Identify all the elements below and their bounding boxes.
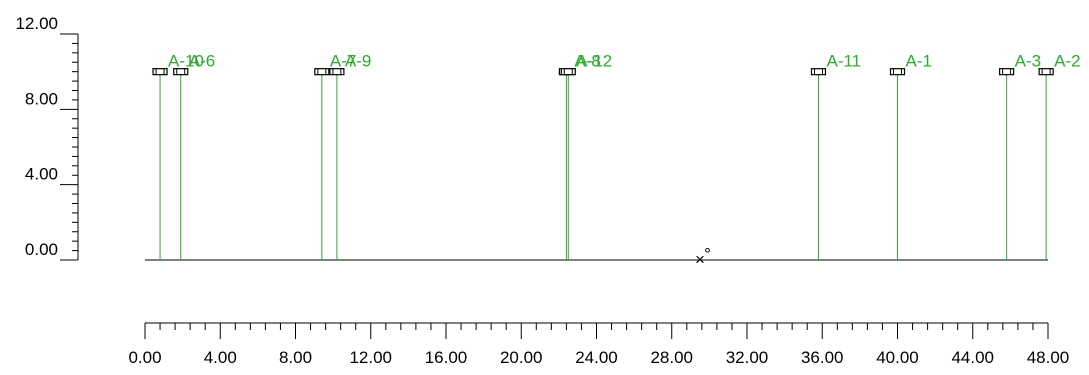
pole-label: A-6	[189, 52, 215, 71]
x-tick-label: 24.00	[575, 348, 618, 367]
x-tick-label: 16.00	[425, 348, 468, 367]
pole: A-11	[810, 52, 861, 260]
poles: A-10A-6 A-7A-9 A-8A-12 A-11 A-1 A-3 A-2	[152, 52, 1081, 260]
marker-symbol: ×	[695, 250, 705, 269]
pole-label: A-9	[345, 52, 371, 71]
pole-label: A-3	[1015, 52, 1041, 71]
x-tick-label: 32.00	[726, 348, 769, 367]
y-tick-label: 12.00	[15, 14, 58, 33]
crossarm-symbol	[889, 68, 906, 76]
pole-label: A-10	[168, 52, 204, 71]
y-tick-label: 0.00	[25, 240, 58, 259]
pole: A-3	[999, 52, 1041, 260]
markers: × °	[695, 244, 711, 269]
x-tick-label: 4.00	[204, 348, 237, 367]
x-tick-label: 12.00	[349, 348, 392, 367]
y-tick-label: 4.00	[25, 165, 58, 184]
x-tick-label: 0.00	[128, 348, 161, 367]
pole-label: A-1	[906, 52, 932, 71]
crossarm-symbol	[329, 68, 345, 76]
pole: A-8	[558, 52, 601, 260]
marker-symbol: °	[704, 244, 711, 263]
x-tick-label: 40.00	[876, 348, 919, 367]
pole: A-7	[314, 52, 356, 260]
x-tick-label: 20.00	[500, 348, 543, 367]
pole: A-10	[152, 52, 204, 260]
pole: A-1	[889, 52, 932, 260]
x-tick-label: 36.00	[801, 348, 844, 367]
pole-label: A-11	[826, 52, 861, 71]
x-tick-label: 28.00	[650, 348, 693, 367]
crossarm-symbol	[560, 68, 576, 76]
pole: A-6	[173, 52, 215, 260]
y-tick-label: 8.00	[25, 89, 58, 108]
pole-label: A-8	[574, 52, 600, 71]
pole-label: A-12	[576, 52, 612, 71]
x-tick-label: 44.00	[951, 348, 994, 367]
x-axis: 0.00 4.00 8.00 12.00 16.00 20.00 24.00 28.00 32.…	[128, 322, 1070, 367]
pole: A-12	[560, 52, 612, 260]
crossarm-symbol	[173, 68, 189, 76]
crossarm-symbol	[810, 68, 827, 76]
crossarm-symbol	[999, 68, 1015, 76]
x-tick-label: 8.00	[279, 348, 312, 367]
pole-label: A-7	[330, 52, 356, 71]
pole: A-2	[1038, 52, 1081, 260]
crossarm-symbol	[1038, 68, 1054, 76]
crossarm-symbol	[314, 68, 330, 76]
pole: A-9	[329, 52, 371, 260]
x-tick-label: 48.00	[1027, 348, 1070, 367]
y-axis: 0.00 4.00 8.00 12.00	[15, 14, 79, 261]
pole-label: A-2	[1054, 52, 1080, 71]
crossarm-symbol	[152, 68, 168, 76]
